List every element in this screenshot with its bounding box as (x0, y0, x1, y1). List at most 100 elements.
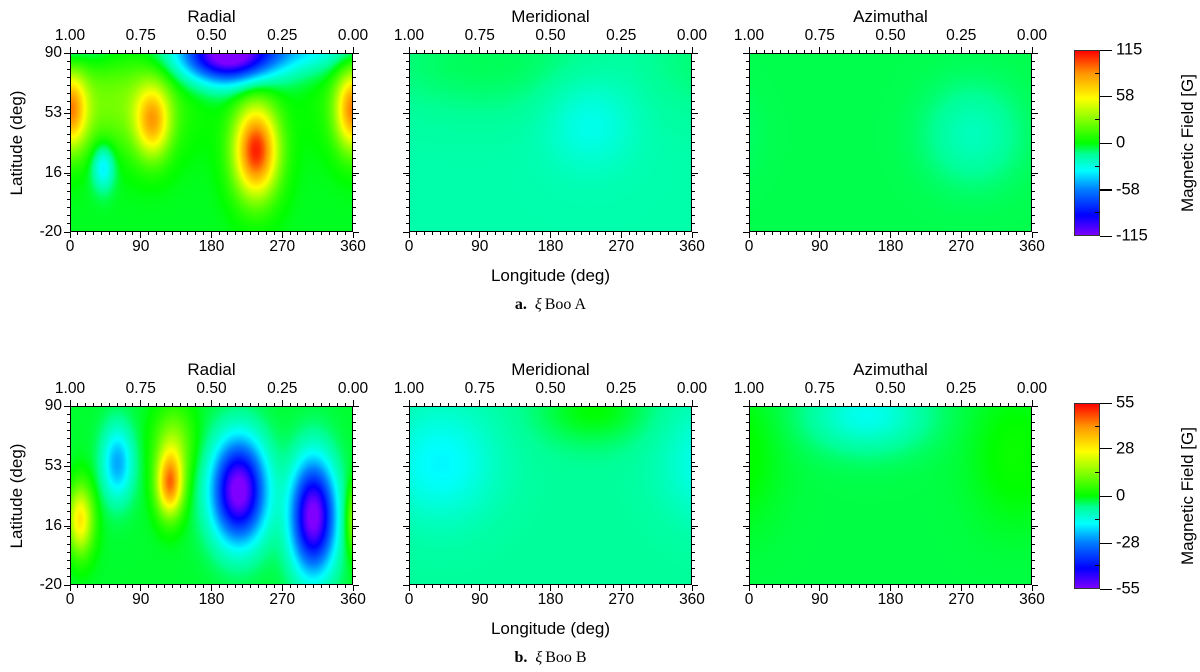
y-minor-tick-left (406, 560, 409, 562)
x-minor-tick (756, 232, 758, 235)
y-minor-tick-right (692, 101, 695, 103)
phase-minor-tick (834, 50, 836, 53)
phase-minor-tick (289, 50, 291, 53)
phase-minor-tick (779, 50, 781, 53)
x-minor-tick (297, 585, 299, 588)
y-minor-tick-right (353, 446, 356, 448)
x-minor-tick (132, 232, 134, 235)
y-minor-tick-right (1032, 142, 1035, 143)
y-minor-tick-left (67, 413, 70, 415)
x-minor-tick (597, 585, 599, 588)
x-minor-tick (510, 232, 512, 235)
y-minor-tick-left (67, 421, 70, 423)
phase-minor-tick (108, 403, 110, 406)
x-minor-tick (748, 585, 750, 588)
y-minor-tick-left (67, 462, 70, 464)
x-minor-tick (913, 585, 915, 588)
y-minor-tick-right (1032, 52, 1035, 54)
phase-minor-tick (605, 50, 607, 53)
y-tick-label: 90 (44, 397, 62, 414)
phase-minor-tick (565, 403, 567, 406)
colorbar-minor-tick (1095, 565, 1100, 567)
phase-minor-tick (250, 50, 252, 53)
x-minor-tick (834, 232, 836, 235)
y-minor-tick-right (692, 486, 695, 488)
x-minor-tick (952, 585, 954, 588)
y-major-tick-right (692, 52, 698, 54)
phase-minor-tick (179, 403, 181, 406)
colorbar-tick-label: -55 (1116, 579, 1140, 598)
x-minor-tick (842, 232, 844, 235)
x-minor-tick (116, 232, 118, 235)
y-minor-tick-right (1032, 150, 1035, 152)
y-minor-tick-left (406, 133, 409, 135)
x-minor-tick (179, 232, 181, 235)
x-minor-tick (787, 585, 789, 588)
x-minor-tick (352, 585, 354, 588)
x-minor-tick (250, 585, 252, 588)
x-minor-tick (992, 585, 994, 588)
y-minor-tick-right (1032, 438, 1035, 440)
x-minor-tick (542, 232, 544, 235)
y-minor-tick-right (692, 60, 695, 62)
x-minor-tick (952, 232, 954, 235)
phase-minor-tick (187, 403, 189, 406)
x-minor-tick (163, 232, 165, 235)
phase-minor-tick (313, 50, 315, 53)
y-minor-tick-left (67, 543, 70, 545)
x-minor-tick (455, 585, 457, 588)
x-minor-tick (811, 585, 813, 588)
colorbar-label: Magnetic Field [G] (1178, 427, 1197, 565)
phase-minor-tick (494, 50, 496, 53)
phase-minor-tick (827, 403, 829, 406)
y-minor-tick-right (1032, 68, 1035, 70)
x-minor-tick (234, 232, 236, 235)
x-minor-tick (344, 232, 346, 235)
y-minor-tick-right (692, 85, 695, 87)
y-minor-tick-left (746, 150, 749, 152)
y-minor-tick-right (353, 462, 356, 464)
x-minor-tick (502, 232, 504, 235)
x-minor-tick (463, 585, 465, 588)
x-minor-tick (1015, 232, 1017, 235)
phase-minor-tick (77, 403, 79, 406)
y-minor-tick-left (406, 478, 409, 480)
phase-minor-tick (124, 403, 126, 406)
y-minor-tick-right (353, 576, 356, 578)
y-minor-tick-left (67, 76, 70, 78)
phase-minor-tick (976, 403, 978, 406)
y-minor-tick-right (692, 551, 695, 553)
x-minor-tick (945, 585, 947, 588)
x-minor-tick (667, 585, 669, 588)
x-minor-tick (905, 232, 907, 235)
phase-minor-tick (960, 50, 962, 53)
x-minor-tick (289, 585, 291, 588)
phase-minor-tick (108, 50, 110, 53)
y-minor-tick-left (67, 454, 70, 456)
phase-minor-tick (179, 50, 181, 53)
x-major-tick (1031, 232, 1033, 238)
colorbar (1074, 403, 1100, 589)
colorbar-label: Magnetic Field [G] (1178, 74, 1197, 212)
phase-minor-tick (163, 50, 165, 53)
y-minor-tick-right (353, 133, 356, 135)
phase-minor-tick (850, 50, 852, 53)
x-tick-label: 90 (811, 238, 829, 255)
phase-minor-tick (344, 50, 346, 53)
x-axis-label: Longitude (deg) (490, 266, 611, 285)
x-tick-label: 360 (679, 591, 705, 608)
y-minor-tick-left (67, 446, 70, 448)
x-minor-tick (772, 232, 774, 235)
colorbar-tick-label: 55 (1116, 393, 1135, 412)
y-minor-tick-right (1032, 158, 1035, 160)
y-minor-tick-left (67, 198, 70, 200)
x-minor-tick (471, 232, 473, 235)
x-minor-tick (344, 585, 346, 588)
y-minor-tick-right (692, 207, 695, 209)
x-minor-tick (218, 232, 220, 235)
phase-tick-label: 1.00 (54, 380, 86, 397)
phase-minor-tick (660, 403, 662, 406)
y-minor-tick-right (1032, 133, 1035, 135)
y-minor-tick-left (67, 551, 70, 553)
y-minor-tick-right (353, 207, 356, 209)
